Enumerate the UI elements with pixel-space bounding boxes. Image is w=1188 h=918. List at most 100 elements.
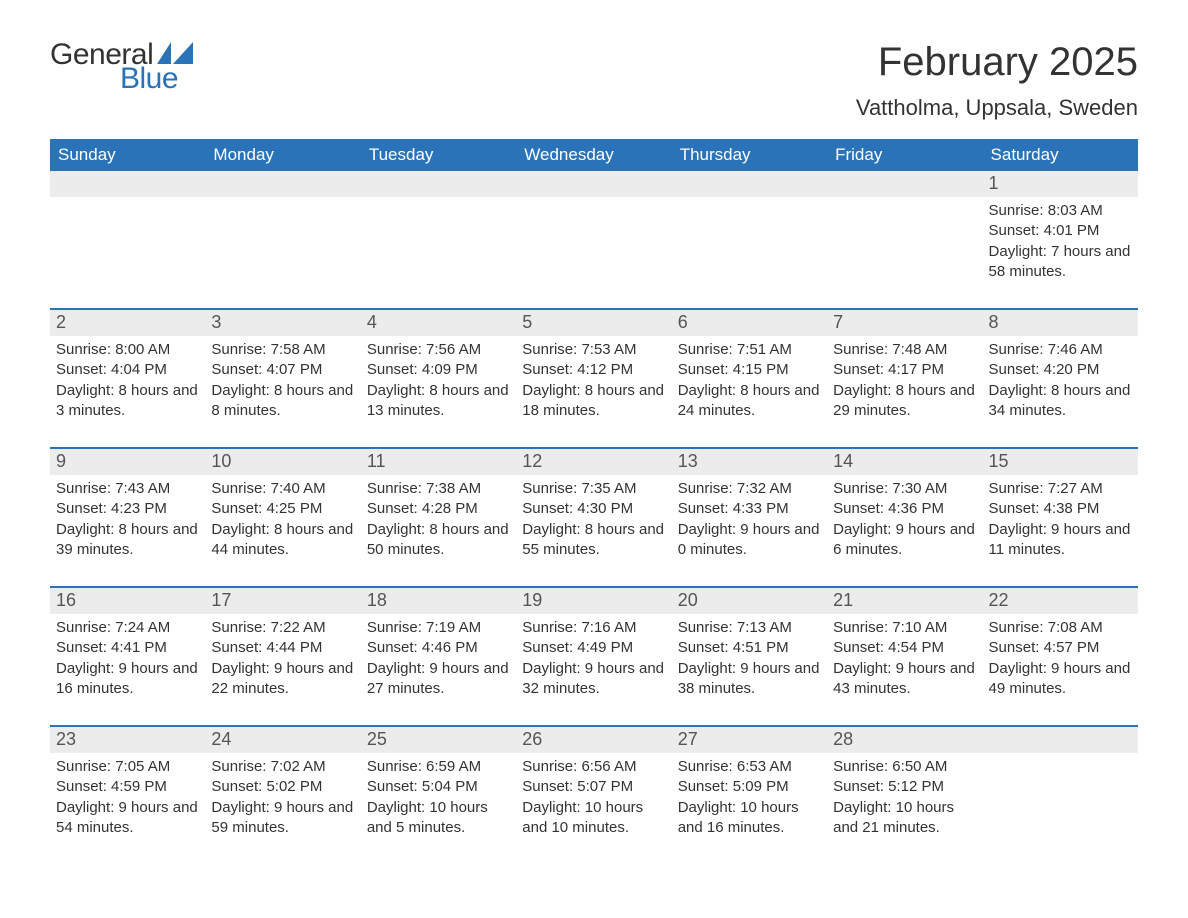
day-number: 21 [827,588,982,614]
month-title: February 2025 [856,40,1138,85]
day-number: 7 [827,310,982,336]
day-number: 14 [827,449,982,475]
calendar-cell: 22Sunrise: 7:08 AMSunset: 4:57 PMDayligh… [983,586,1138,725]
calendar-cell: 5Sunrise: 7:53 AMSunset: 4:12 PMDaylight… [516,308,671,447]
day-detail: Sunrise: 7:05 AMSunset: 4:59 PMDaylight:… [50,753,205,838]
day-number: 13 [672,449,827,475]
calendar-cell: 16Sunrise: 7:24 AMSunset: 4:41 PMDayligh… [50,586,205,725]
day-detail: Sunrise: 6:59 AMSunset: 5:04 PMDaylight:… [361,753,516,838]
day-number: 11 [361,449,516,475]
day-number: 16 [50,588,205,614]
day-detail: Sunrise: 7:43 AMSunset: 4:23 PMDaylight:… [50,475,205,560]
calendar-cell: 10Sunrise: 7:40 AMSunset: 4:25 PMDayligh… [205,447,360,586]
day-number [983,727,1138,753]
logo-text-blue: Blue [120,64,193,94]
calendar-row: 16Sunrise: 7:24 AMSunset: 4:41 PMDayligh… [50,586,1138,725]
day-number: 15 [983,449,1138,475]
day-detail: Sunrise: 6:53 AMSunset: 5:09 PMDaylight:… [672,753,827,838]
day-detail: Sunrise: 6:56 AMSunset: 5:07 PMDaylight:… [516,753,671,838]
day-number: 5 [516,310,671,336]
day-detail: Sunrise: 7:53 AMSunset: 4:12 PMDaylight:… [516,336,671,421]
location: Vattholma, Uppsala, Sweden [856,95,1138,121]
day-number [672,171,827,197]
day-number [205,171,360,197]
day-of-week-row: SundayMondayTuesdayWednesdayThursdayFrid… [50,139,1138,171]
calendar-cell: 2Sunrise: 8:00 AMSunset: 4:04 PMDaylight… [50,308,205,447]
day-number: 10 [205,449,360,475]
calendar-cell: 19Sunrise: 7:16 AMSunset: 4:49 PMDayligh… [516,586,671,725]
calendar-cell: 6Sunrise: 7:51 AMSunset: 4:15 PMDaylight… [672,308,827,447]
day-number: 19 [516,588,671,614]
day-detail: Sunrise: 7:30 AMSunset: 4:36 PMDaylight:… [827,475,982,560]
calendar-cell: 20Sunrise: 7:13 AMSunset: 4:51 PMDayligh… [672,586,827,725]
calendar-cell: 7Sunrise: 7:48 AMSunset: 4:17 PMDaylight… [827,308,982,447]
day-detail: Sunrise: 7:32 AMSunset: 4:33 PMDaylight:… [672,475,827,560]
calendar-cell: 4Sunrise: 7:56 AMSunset: 4:09 PMDaylight… [361,308,516,447]
calendar-cell: 11Sunrise: 7:38 AMSunset: 4:28 PMDayligh… [361,447,516,586]
day-detail: Sunrise: 7:08 AMSunset: 4:57 PMDaylight:… [983,614,1138,699]
calendar-row: 23Sunrise: 7:05 AMSunset: 4:59 PMDayligh… [50,725,1138,864]
day-detail: Sunrise: 7:13 AMSunset: 4:51 PMDaylight:… [672,614,827,699]
dow-header: Friday [827,139,982,171]
day-detail: Sunrise: 7:27 AMSunset: 4:38 PMDaylight:… [983,475,1138,560]
day-detail: Sunrise: 7:58 AMSunset: 4:07 PMDaylight:… [205,336,360,421]
day-detail: Sunrise: 7:40 AMSunset: 4:25 PMDaylight:… [205,475,360,560]
day-number: 1 [983,171,1138,197]
day-number: 8 [983,310,1138,336]
calendar-row: 1Sunrise: 8:03 AMSunset: 4:01 PMDaylight… [50,171,1138,308]
dow-header: Saturday [983,139,1138,171]
calendar-cell: 28Sunrise: 6:50 AMSunset: 5:12 PMDayligh… [827,725,982,864]
day-detail: Sunrise: 7:16 AMSunset: 4:49 PMDaylight:… [516,614,671,699]
calendar-row: 9Sunrise: 7:43 AMSunset: 4:23 PMDaylight… [50,447,1138,586]
day-number: 6 [672,310,827,336]
calendar-cell [205,171,360,308]
day-number: 24 [205,727,360,753]
calendar-cell: 13Sunrise: 7:32 AMSunset: 4:33 PMDayligh… [672,447,827,586]
day-number: 2 [50,310,205,336]
dow-header: Sunday [50,139,205,171]
calendar-cell: 17Sunrise: 7:22 AMSunset: 4:44 PMDayligh… [205,586,360,725]
calendar-cell [827,171,982,308]
day-number [50,171,205,197]
day-number: 28 [827,727,982,753]
calendar-table: SundayMondayTuesdayWednesdayThursdayFrid… [50,139,1138,864]
day-number: 27 [672,727,827,753]
calendar-cell: 8Sunrise: 7:46 AMSunset: 4:20 PMDaylight… [983,308,1138,447]
calendar-cell: 14Sunrise: 7:30 AMSunset: 4:36 PMDayligh… [827,447,982,586]
calendar-cell [672,171,827,308]
day-detail: Sunrise: 7:48 AMSunset: 4:17 PMDaylight:… [827,336,982,421]
calendar-cell: 12Sunrise: 7:35 AMSunset: 4:30 PMDayligh… [516,447,671,586]
day-detail: Sunrise: 7:19 AMSunset: 4:46 PMDaylight:… [361,614,516,699]
calendar-cell: 21Sunrise: 7:10 AMSunset: 4:54 PMDayligh… [827,586,982,725]
header: General Blue February 2025 Vattholma, Up… [50,40,1138,121]
day-number: 22 [983,588,1138,614]
day-detail: Sunrise: 8:03 AMSunset: 4:01 PMDaylight:… [983,197,1138,282]
day-number [361,171,516,197]
day-number: 23 [50,727,205,753]
title-block: February 2025 Vattholma, Uppsala, Sweden [856,40,1138,121]
calendar-cell: 26Sunrise: 6:56 AMSunset: 5:07 PMDayligh… [516,725,671,864]
day-number: 20 [672,588,827,614]
day-detail: Sunrise: 6:50 AMSunset: 5:12 PMDaylight:… [827,753,982,838]
day-number: 17 [205,588,360,614]
calendar-cell: 27Sunrise: 6:53 AMSunset: 5:09 PMDayligh… [672,725,827,864]
day-number: 3 [205,310,360,336]
calendar-cell [983,725,1138,864]
day-detail: Sunrise: 7:56 AMSunset: 4:09 PMDaylight:… [361,336,516,421]
day-number: 26 [516,727,671,753]
calendar-cell: 9Sunrise: 7:43 AMSunset: 4:23 PMDaylight… [50,447,205,586]
day-number: 4 [361,310,516,336]
calendar-cell [516,171,671,308]
calendar-row: 2Sunrise: 8:00 AMSunset: 4:04 PMDaylight… [50,308,1138,447]
day-detail: Sunrise: 8:00 AMSunset: 4:04 PMDaylight:… [50,336,205,421]
day-number: 9 [50,449,205,475]
calendar-cell: 25Sunrise: 6:59 AMSunset: 5:04 PMDayligh… [361,725,516,864]
day-number [827,171,982,197]
dow-header: Thursday [672,139,827,171]
calendar-cell: 23Sunrise: 7:05 AMSunset: 4:59 PMDayligh… [50,725,205,864]
day-detail: Sunrise: 7:38 AMSunset: 4:28 PMDaylight:… [361,475,516,560]
day-detail: Sunrise: 7:10 AMSunset: 4:54 PMDaylight:… [827,614,982,699]
logo: General Blue [50,40,193,94]
calendar-cell [361,171,516,308]
day-detail: Sunrise: 7:46 AMSunset: 4:20 PMDaylight:… [983,336,1138,421]
